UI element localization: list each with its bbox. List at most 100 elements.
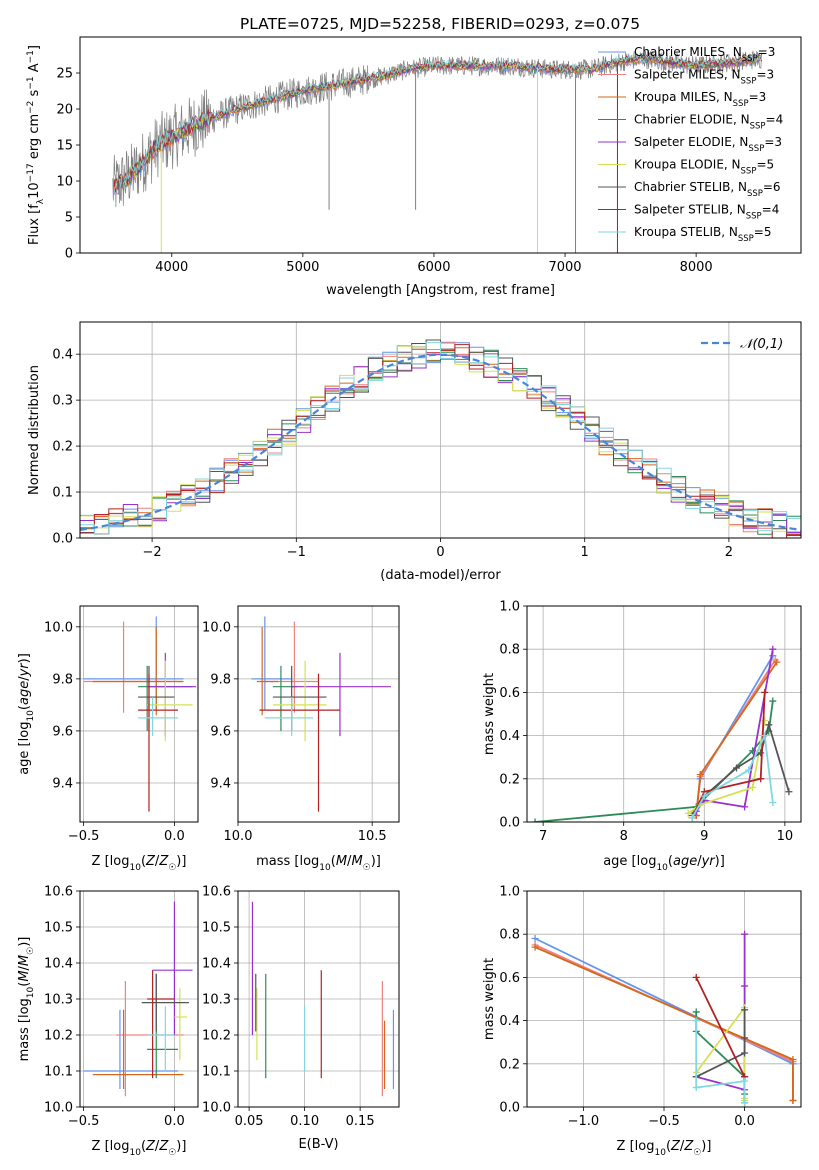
weight-series-line xyxy=(695,1009,746,1078)
weight-point-marker xyxy=(757,749,765,757)
y-tick-label: 0.8 xyxy=(499,928,520,943)
label-part: Z xyxy=(683,1139,694,1154)
y-tick-label: 0.1 xyxy=(52,486,73,501)
weight-point-marker xyxy=(773,658,781,666)
x-tick-label: 0.05 xyxy=(235,1114,264,1129)
plot-area xyxy=(83,616,197,812)
axes-frame xyxy=(237,605,400,823)
y-tick-label: 10.6 xyxy=(202,885,231,900)
legend-text: Chabrier MILES, N xyxy=(634,45,742,59)
label-part: )] xyxy=(176,854,186,869)
legend-text: =3 xyxy=(764,135,782,149)
legend-entry: Salpeter MILES, NSSP=3 xyxy=(634,68,774,87)
weight-point-marker xyxy=(785,788,793,796)
x-tick-label: 1 xyxy=(581,545,589,560)
legend-entry: Kroupa STELIB, NSSP=5 xyxy=(634,225,772,244)
y-tick-label: 9.4 xyxy=(52,776,73,791)
legend-text: =5 xyxy=(756,158,774,172)
label-part: )] xyxy=(17,937,32,947)
y-tick-label: 0.6 xyxy=(499,686,520,701)
label-part: / xyxy=(17,676,32,681)
x-axis-label: age [log10(age/yr)] xyxy=(603,854,725,873)
y-tick-label: 10.4 xyxy=(202,957,231,972)
label-part: 10 xyxy=(319,863,331,873)
y-tick-label: 0.4 xyxy=(52,348,73,363)
y-tick-label: 9.6 xyxy=(52,724,73,739)
y-tick-label: 0.2 xyxy=(499,772,520,787)
axes-frame xyxy=(79,36,802,254)
y-tick-label: 9.8 xyxy=(210,672,231,687)
weight-point-marker xyxy=(741,1034,749,1042)
legend-subscript: SSP xyxy=(748,144,764,154)
label-part: ☉ xyxy=(693,1148,701,1158)
x-tick-label: 0.0 xyxy=(734,1114,755,1129)
model-spectrum-line xyxy=(113,54,762,193)
y-axis-label: mass weight xyxy=(482,958,497,1040)
legend-text: Chabrier ELODIE, N xyxy=(634,113,750,127)
legend-text: Salpeter MILES, N xyxy=(634,68,741,82)
label-part: ( xyxy=(141,854,146,869)
y-tick-label: 10.3 xyxy=(44,993,73,1008)
weight-point-marker xyxy=(757,775,765,783)
label-part: ( xyxy=(17,705,32,710)
weight-point-marker xyxy=(741,982,749,990)
y-tick-label: 10.3 xyxy=(202,993,231,1008)
label-part: mass [log xyxy=(17,998,32,1061)
axes-frame xyxy=(79,321,802,539)
label-part: )] xyxy=(715,854,725,869)
weight-point-marker xyxy=(741,803,749,811)
x-tick-label: 0.15 xyxy=(346,1114,375,1129)
label-part: ( xyxy=(141,1139,146,1154)
y-tick-label: 5 xyxy=(65,211,73,226)
legend-text: Chabrier STELIB, N xyxy=(634,180,747,194)
spectrum-panel: 4000 5000 6000 7000 8000 0 5 10 15 20 25 wavelength… xyxy=(26,36,802,298)
y-tick-label: 10.1 xyxy=(44,1065,73,1080)
weight-point-marker xyxy=(769,799,777,807)
legend-entry: Chabrier ELODIE, NSSP=4 xyxy=(634,113,783,132)
y-tick-label: 10.0 xyxy=(44,1101,73,1116)
label-part: )] xyxy=(17,653,32,663)
label-part: / xyxy=(680,1139,685,1154)
axes-frame xyxy=(237,890,400,1108)
x-tick-label: −1.0 xyxy=(568,1114,600,1129)
legend-text: =3 xyxy=(758,45,776,59)
weight-point-marker xyxy=(789,1055,797,1063)
label-part: 10 xyxy=(27,182,42,199)
y-axis-label: age [log10(age/yr)] xyxy=(17,653,36,775)
label-part: M xyxy=(336,854,347,869)
y-axis-label: mass weight xyxy=(482,673,497,755)
legend-text: Salpeter STELIB, N xyxy=(634,203,746,217)
x-axis-label: (data-model)/error xyxy=(380,568,501,583)
y-tick-label: 0.2 xyxy=(499,1057,520,1072)
y-tick-label: 0.0 xyxy=(499,1101,520,1116)
legend-text: Kroupa ELODIE, N xyxy=(634,158,741,172)
label-part: Z xyxy=(158,854,169,869)
figure-title: PLATE=0725, MJD=52258, FIBERID=0293, z=0… xyxy=(240,15,640,33)
label-part: Z [log xyxy=(92,854,130,869)
weight-point-marker xyxy=(733,764,741,772)
label-part: ☉ xyxy=(363,863,371,873)
y-tick-label: 10.5 xyxy=(44,921,73,936)
label-part: Z xyxy=(670,1139,681,1154)
weight-point-marker xyxy=(692,1084,700,1092)
y-tick-label: 0.0 xyxy=(52,532,73,547)
label-part: 10 xyxy=(26,986,36,998)
mass-vs-extinction-panel: 0.05 0.10 0.15 10.0 10.1 10.2 10.3 10.4 10.5 10.6… xyxy=(202,885,400,1152)
weight-point-marker xyxy=(741,1099,749,1107)
label-part: −1 xyxy=(26,76,36,89)
x-tick-label: 6000 xyxy=(417,260,450,275)
x-axis-label: Z [log10(Z/Z☉)] xyxy=(92,854,187,873)
legend-subscript: SSP xyxy=(738,234,754,244)
label-part: erg cm xyxy=(27,114,42,163)
y-tick-label: 10.2 xyxy=(44,1029,73,1044)
legend-text: =5 xyxy=(754,225,772,239)
x-axis-label: Z [log10(Z/Z☉)] xyxy=(617,1139,712,1158)
label-part: M xyxy=(351,854,362,869)
legend-entry: Kroupa MILES, NSSP=3 xyxy=(634,90,766,109)
label-part: Z xyxy=(145,854,156,869)
y-tick-label: 10 xyxy=(56,175,73,190)
y-tick-label: 0.3 xyxy=(52,394,73,409)
x-tick-label: 8000 xyxy=(680,260,713,275)
y-tick-label: 1.0 xyxy=(499,885,520,900)
